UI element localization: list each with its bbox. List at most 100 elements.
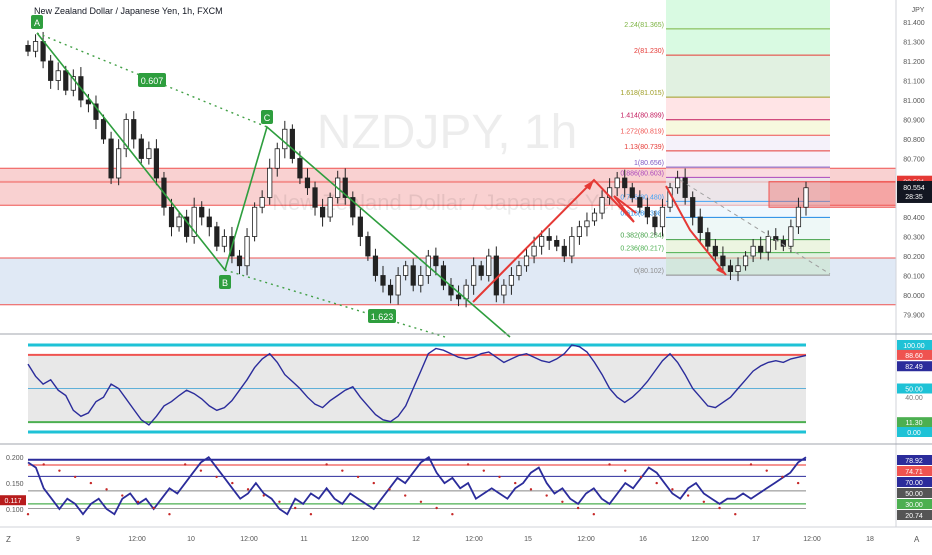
candle-body[interactable]: [395, 275, 401, 296]
candle-body[interactable]: [637, 197, 643, 208]
candle-body[interactable]: [282, 128, 288, 150]
time-axis[interactable]: Z A: [0, 526, 932, 550]
candle-body[interactable]: [304, 177, 311, 189]
candle-body[interactable]: [259, 197, 265, 208]
candle-body[interactable]: [244, 236, 250, 267]
abcd-legs[interactable]: [36, 32, 511, 338]
candle-body[interactable]: [629, 187, 635, 198]
candle-body[interactable]: [236, 255, 243, 267]
candle-body[interactable]: [55, 70, 61, 81]
target-zone-box[interactable]: [768, 181, 897, 208]
candle-body[interactable]: [214, 226, 220, 247]
candle-body[interactable]: [712, 245, 718, 257]
candle-body[interactable]: [765, 236, 771, 253]
candle-body[interactable]: [63, 70, 69, 91]
candle-body[interactable]: [146, 148, 152, 159]
price-axis[interactable]: JPY: [895, 0, 932, 536]
candle-body[interactable]: [531, 245, 537, 257]
candle-body[interactable]: [32, 41, 39, 52]
candle-body[interactable]: [274, 148, 280, 169]
candle-body[interactable]: [705, 232, 711, 247]
candle-body[interactable]: [418, 275, 424, 286]
candle-body[interactable]: [803, 187, 809, 208]
candle-body[interactable]: [206, 216, 212, 228]
candle-body[interactable]: [85, 99, 92, 105]
candle-body[interactable]: [742, 255, 749, 267]
candle-body[interactable]: [48, 60, 54, 81]
candle-body[interactable]: [614, 177, 620, 189]
candle-body[interactable]: [123, 119, 129, 150]
candle-body[interactable]: [599, 197, 605, 214]
harmonic-legs[interactable]: [472, 178, 831, 303]
candle-body[interactable]: [486, 255, 492, 276]
candle-body[interactable]: [297, 158, 303, 179]
candle-body[interactable]: [312, 187, 318, 208]
candle-body[interactable]: [569, 236, 575, 257]
candle-body[interactable]: [539, 236, 545, 247]
candle-body[interactable]: [252, 206, 258, 237]
candle-body[interactable]: [350, 197, 356, 218]
candle-body[interactable]: [131, 119, 137, 140]
candle-body[interactable]: [795, 206, 802, 228]
candle-body[interactable]: [516, 265, 522, 276]
candle-body[interactable]: [523, 255, 530, 267]
candle-body[interactable]: [108, 138, 114, 179]
candle-body[interactable]: [403, 265, 409, 276]
candle-body[interactable]: [758, 245, 764, 253]
candle-body[interactable]: [184, 216, 190, 237]
candle-body[interactable]: [433, 255, 439, 267]
candle-body[interactable]: [554, 239, 560, 247]
leg-down-wave[interactable]: [665, 185, 727, 276]
candle-body[interactable]: [780, 239, 786, 247]
candle-body[interactable]: [720, 255, 726, 267]
candle-body[interactable]: [199, 206, 205, 218]
candle-body[interactable]: [508, 275, 515, 286]
candle-body[interactable]: [591, 212, 598, 222]
candle-body[interactable]: [501, 284, 507, 296]
candle-body[interactable]: [70, 76, 76, 91]
candle-body[interactable]: [342, 177, 348, 198]
candle-body[interactable]: [576, 226, 582, 237]
candle-body[interactable]: [727, 265, 734, 272]
candle-body[interactable]: [478, 265, 484, 276]
candle-body[interactable]: [546, 236, 552, 241]
candle-body[interactable]: [440, 265, 447, 286]
candle-body[interactable]: [735, 265, 741, 272]
candle-series[interactable]: [25, 31, 809, 308]
candle-body[interactable]: [365, 236, 371, 257]
candle-body[interactable]: [750, 245, 756, 257]
candle-body[interactable]: [788, 226, 794, 247]
candle-body[interactable]: [93, 103, 99, 120]
candle-body[interactable]: [319, 206, 326, 218]
candle-body[interactable]: [25, 45, 31, 52]
candle-body[interactable]: [176, 216, 182, 228]
candle-body[interactable]: [387, 284, 394, 296]
osc1-line[interactable]: [27, 344, 807, 426]
candle-body[interactable]: [584, 220, 590, 228]
candle-body[interactable]: [116, 148, 122, 179]
candle-body[interactable]: [40, 41, 46, 62]
candle-body[interactable]: [493, 255, 499, 296]
candle-body[interactable]: [622, 177, 628, 189]
oscillator-1-panel[interactable]: 100.00 88.60 82.49 50.00 11.30 0.00 40.00: [27, 340, 932, 437]
leg-up-wave[interactable]: [472, 178, 637, 303]
candle-body[interactable]: [471, 265, 477, 286]
candle-body[interactable]: [267, 167, 273, 198]
candle-body[interactable]: [644, 206, 650, 218]
candle-body[interactable]: [561, 245, 567, 257]
candle-body[interactable]: [100, 119, 107, 140]
candle-body[interactable]: [327, 197, 333, 218]
candle-body[interactable]: [380, 275, 386, 286]
oscillator-2-panel[interactable]: 0.100 0.150 0.200 0.117 78.92 74.71 70.00 50.00…: [0, 455, 932, 520]
candle-body[interactable]: [221, 236, 227, 247]
candle-body[interactable]: [674, 177, 681, 189]
candle-body[interactable]: [357, 216, 363, 237]
candle-body[interactable]: [690, 197, 696, 218]
candle-body[interactable]: [372, 255, 379, 276]
candle-body[interactable]: [659, 206, 666, 228]
candle-body[interactable]: [289, 128, 295, 159]
candle-body[interactable]: [455, 294, 462, 300]
candle-body[interactable]: [697, 216, 703, 234]
candle-body[interactable]: [168, 206, 175, 228]
